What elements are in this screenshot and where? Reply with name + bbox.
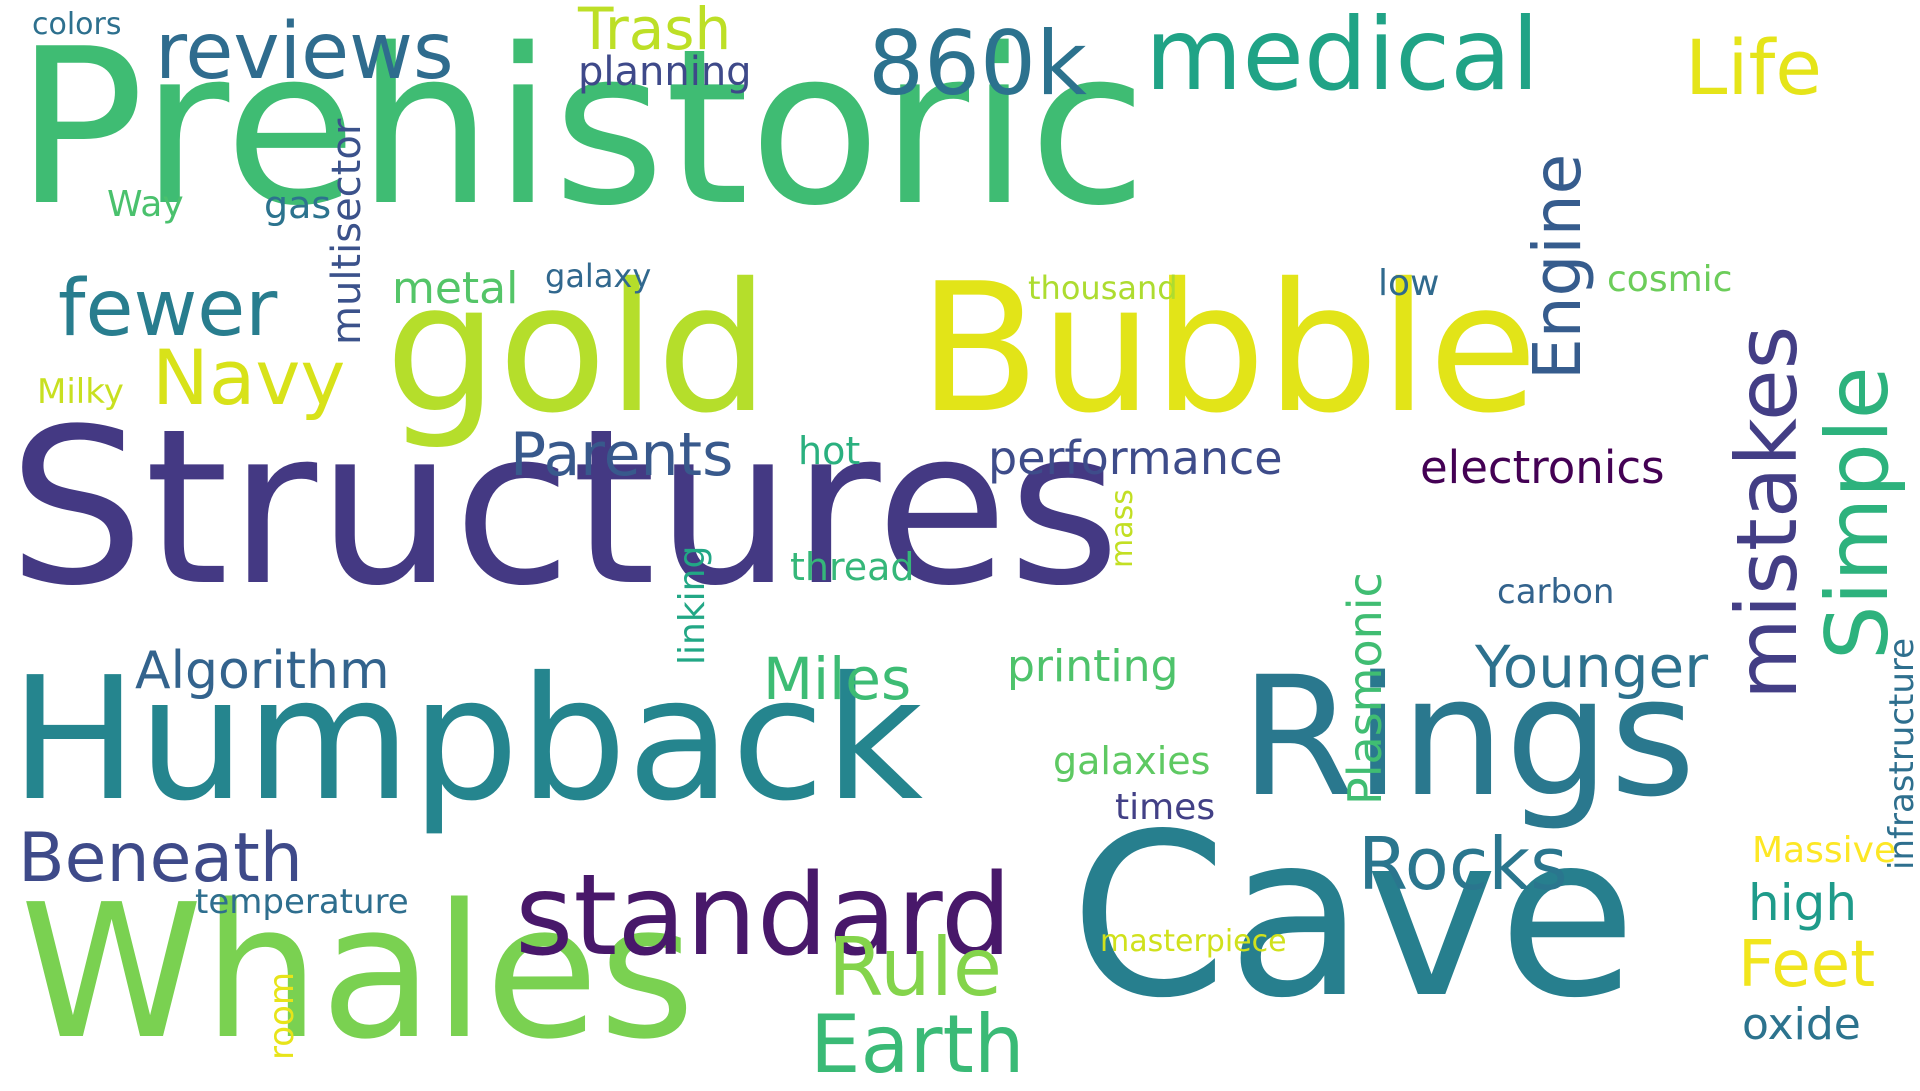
word-gas: gas <box>264 183 332 227</box>
word-earth: Earth <box>810 998 1025 1091</box>
word-colors: colors <box>32 7 122 42</box>
word-high: high <box>1748 874 1858 932</box>
word-electronics: electronics <box>1420 441 1665 494</box>
word-medical: medical <box>1145 0 1540 113</box>
word-rocks: Rocks <box>1358 822 1568 906</box>
word-fewer: fewer <box>58 264 278 354</box>
word-younger: Younger <box>1475 633 1709 701</box>
word-humpback: Humpback <box>10 641 924 839</box>
word-multisector: multisector <box>324 118 370 345</box>
word-miles: Miles <box>763 645 912 713</box>
word-bubble: Bubble <box>918 245 1538 452</box>
word-temperature: temperature <box>195 882 409 922</box>
word-trash: Trash <box>578 0 732 63</box>
word-prehistoric: Prehistoric <box>15 2 1148 253</box>
word-algorithm: Algorithm <box>135 641 390 701</box>
word-thread: thread <box>790 545 915 589</box>
word-whales: Whales <box>20 864 696 1080</box>
word-860k: 860k <box>868 12 1087 115</box>
word-massive: Massive <box>1752 830 1897 871</box>
word-feet: Feet <box>1738 928 1876 1002</box>
word-cave: Cave <box>1070 786 1637 1048</box>
word-life: Life <box>1685 23 1822 112</box>
word-navy: Navy <box>152 333 346 422</box>
word-linking: linking <box>672 545 713 665</box>
word-galaxy: galaxy <box>545 257 652 295</box>
word-galaxies: galaxies <box>1053 739 1211 783</box>
word-metal: metal <box>392 263 519 314</box>
word-rings: Rings <box>1240 641 1696 833</box>
word-room: room <box>262 972 302 1060</box>
word-oxide: oxide <box>1742 999 1861 1050</box>
word-mass: mass <box>1105 489 1140 568</box>
word-simple: Simple <box>1808 366 1908 660</box>
word-way: Way <box>107 184 184 225</box>
word-engine: Engine <box>1519 153 1596 380</box>
word-times: times <box>1115 787 1216 828</box>
word-plasmonic: Plasmonic <box>1338 572 1392 805</box>
word-milky: Milky <box>37 372 124 412</box>
word-hot: hot <box>798 429 861 473</box>
word-reviews: reviews <box>155 7 454 97</box>
word-cosmic: cosmic <box>1607 259 1733 300</box>
word-mistakes: mistakes <box>1718 325 1816 700</box>
word-beneath: Beneath <box>18 819 303 898</box>
word-low: low <box>1378 263 1440 304</box>
word-carbon: carbon <box>1497 572 1615 612</box>
word-performance: performance <box>988 431 1283 485</box>
word-planning: planning <box>578 49 752 95</box>
word-rule: Rule <box>828 921 1003 1014</box>
word-standard: standard <box>515 851 1012 981</box>
word-thousand: thousand <box>1028 269 1178 307</box>
word-gold: gold <box>385 245 770 452</box>
word-printing: printing <box>1007 641 1179 692</box>
word-structures: Structures <box>8 382 1121 633</box>
word-parents: Parents <box>510 420 734 490</box>
word-masterpiece: masterpiece <box>1100 924 1287 959</box>
